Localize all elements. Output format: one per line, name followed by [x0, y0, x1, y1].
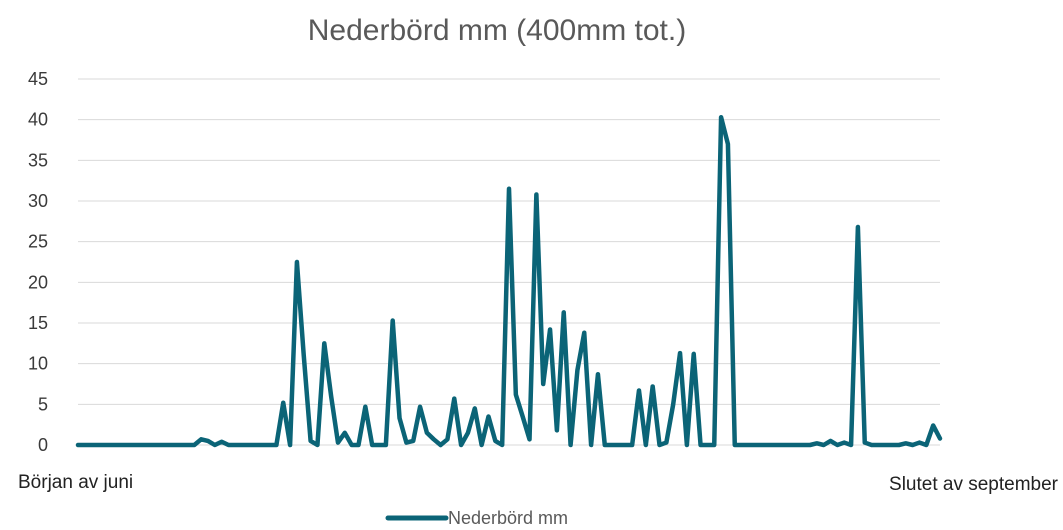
y-tick-label: 45	[28, 69, 48, 89]
y-tick-label: 25	[28, 232, 48, 252]
y-tick-label: 0	[38, 435, 48, 455]
series-line	[75, 114, 943, 448]
legend: Nederbörd mm	[385, 508, 568, 528]
y-tick-label: 20	[28, 272, 48, 292]
legend-label: Nederbörd mm	[448, 508, 568, 528]
y-tick-label: 10	[28, 354, 48, 374]
y-tick-label: 5	[38, 394, 48, 414]
x-axis-start-label: Början av juni	[18, 472, 133, 493]
chart-title: Nederbörd mm (400mm tot.)	[308, 14, 686, 47]
y-tick-label: 30	[28, 191, 48, 211]
y-tick-label: 15	[28, 313, 48, 333]
series-layer	[75, 114, 943, 448]
y-tick-label: 35	[28, 150, 48, 170]
x-axis-end-label: Slutet av september	[889, 474, 1059, 495]
y-axis-ticks: 0 5 10 15 20 25 30 35 40 45	[28, 69, 48, 455]
y-tick-label: 40	[28, 110, 48, 130]
